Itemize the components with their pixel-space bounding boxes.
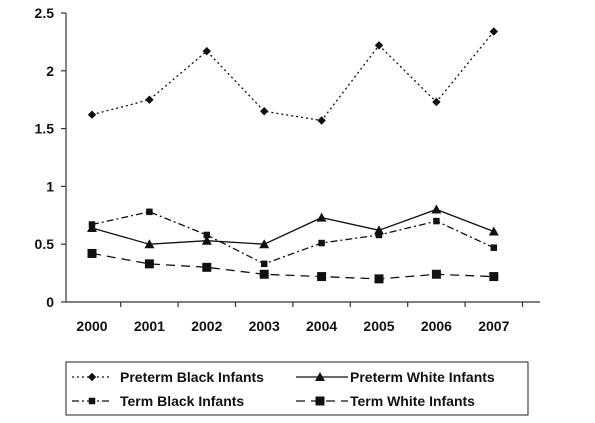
x-tick-label: 2000 xyxy=(76,318,107,334)
data-point xyxy=(433,217,440,225)
y-tick-label: 2.5 xyxy=(35,5,55,21)
x-tick-label: 2003 xyxy=(249,318,280,334)
data-point xyxy=(316,212,327,222)
data-point xyxy=(87,110,97,119)
data-point xyxy=(431,204,442,214)
x-tick-label: 2002 xyxy=(191,318,222,334)
data-point xyxy=(144,239,155,249)
data-point xyxy=(489,272,499,282)
data-point xyxy=(145,95,154,104)
legend-marker xyxy=(315,396,325,406)
series-line xyxy=(91,208,495,245)
data-point xyxy=(146,208,153,216)
data-point xyxy=(374,41,384,50)
legend-label: Term Black Infants xyxy=(120,393,244,409)
y-tick-label: 0 xyxy=(46,294,54,310)
x-tick-label: 2006 xyxy=(421,318,452,334)
series-line xyxy=(91,252,494,280)
data-point xyxy=(489,27,498,36)
data-point xyxy=(259,269,269,279)
series-line xyxy=(91,211,495,265)
series-term-black-infants xyxy=(88,208,498,268)
series-layer xyxy=(87,27,499,284)
series-line xyxy=(91,31,495,122)
legend-box xyxy=(65,361,529,416)
data-point xyxy=(317,116,326,125)
series-preterm-black-infants xyxy=(87,27,498,125)
x-tick-label: 2005 xyxy=(363,318,394,334)
data-point xyxy=(88,221,96,228)
data-point xyxy=(490,244,498,251)
data-point xyxy=(318,239,325,247)
axes: 0 0.5 1 1.5 2 2.5 2000 2001 2002 2003 2004 2005 2006… xyxy=(35,5,540,334)
legend: Preterm Black Infants Preterm White Infan… xyxy=(65,361,529,416)
x-tick-label: 2001 xyxy=(134,318,165,334)
y-tick-label: 1.5 xyxy=(35,121,55,137)
legend-label: Preterm Black Infants xyxy=(120,369,264,385)
legend-item: Preterm White Infants xyxy=(296,369,495,385)
data-point xyxy=(202,46,211,56)
legend-marker xyxy=(315,372,325,381)
legend-item: Term White Infants xyxy=(296,393,475,409)
data-point xyxy=(488,226,499,236)
y-tick-label: 2 xyxy=(46,63,54,79)
data-point xyxy=(201,235,212,245)
data-point xyxy=(375,231,383,239)
data-point xyxy=(259,239,270,249)
data-point xyxy=(431,269,441,279)
legend-item: Preterm Black Infants xyxy=(72,369,264,385)
legend-label: Preterm White Infants xyxy=(350,369,495,385)
legend-label: Term White Infants xyxy=(350,393,475,409)
series-term-white-infants xyxy=(87,248,499,284)
x-tick-label: 2004 xyxy=(306,318,337,334)
data-point xyxy=(260,107,269,116)
y-tick-label: 0.5 xyxy=(35,236,55,252)
data-point xyxy=(432,97,441,107)
data-point xyxy=(144,259,154,269)
data-point xyxy=(203,231,211,239)
data-point xyxy=(202,262,212,272)
data-point xyxy=(87,248,97,258)
data-point xyxy=(374,274,384,284)
data-point xyxy=(317,272,327,282)
y-tick-label: 1 xyxy=(46,178,54,194)
legend-marker xyxy=(88,397,96,405)
x-tick-label: 2007 xyxy=(478,318,509,334)
legend-marker xyxy=(87,372,97,382)
data-point xyxy=(260,260,268,268)
legend-item: Term Black Infants xyxy=(72,393,244,409)
